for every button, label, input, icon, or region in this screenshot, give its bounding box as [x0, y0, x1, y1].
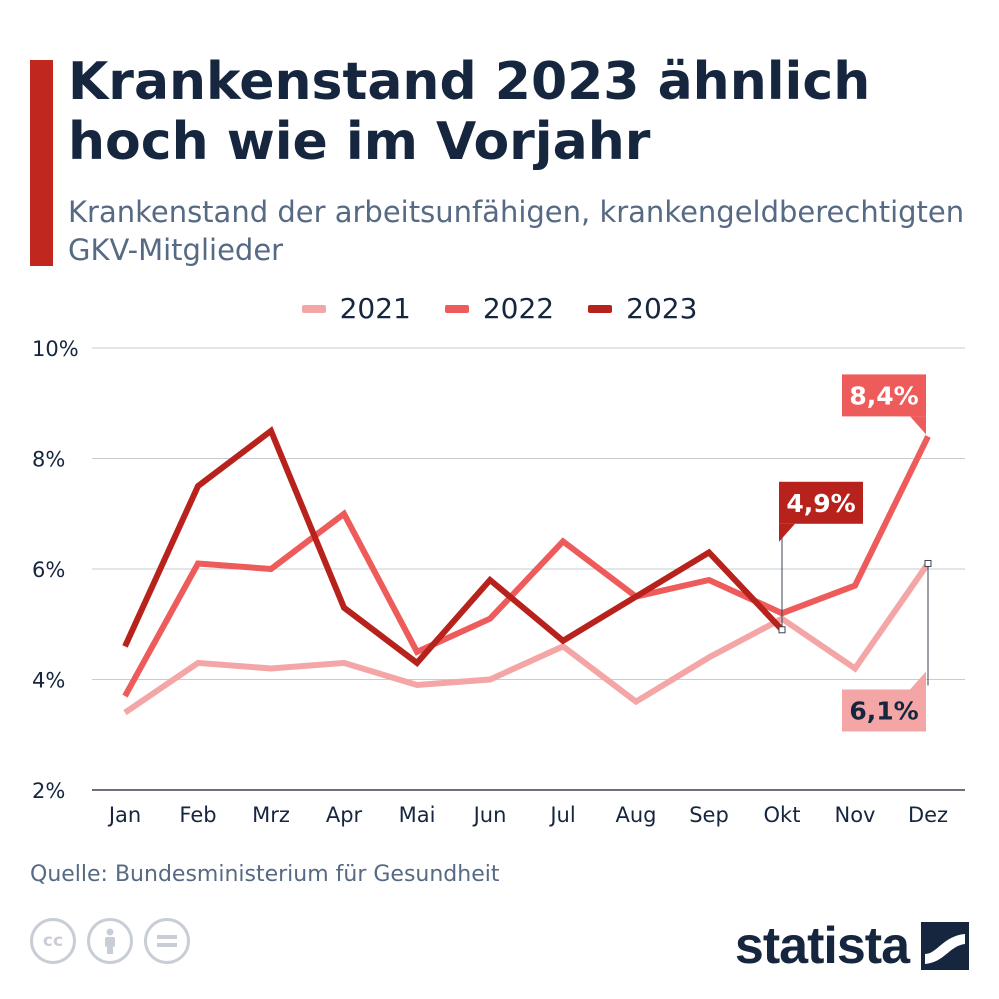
y-tick-label: 4% — [32, 669, 65, 693]
data-point-marker — [924, 559, 932, 567]
x-tick-label: Mrz — [252, 803, 290, 827]
legend-label-2021: 2021 — [339, 292, 411, 325]
x-tick-label: Mai — [399, 803, 436, 827]
x-tick-label: Jul — [548, 803, 575, 827]
x-tick-label: Jan — [107, 803, 141, 827]
legend-label-2022: 2022 — [482, 292, 555, 325]
legend-item-2021: 2021 — [301, 292, 411, 325]
person-icon — [87, 918, 133, 964]
person-glyph — [105, 928, 115, 954]
legend-item-2022: 2022 — [444, 292, 555, 325]
chart-subtitle: Krankenstand der arbeitsunfähigen, krank… — [68, 195, 965, 267]
y-tick-label: 6% — [32, 558, 65, 582]
chart-title: Krankenstand 2023 ähnlich hoch wie im Vo… — [68, 52, 871, 172]
equals-glyph — [157, 935, 177, 947]
accent-bar — [30, 60, 53, 266]
data-label: 8,4% — [849, 381, 918, 410]
y-tick-label: 8% — [32, 448, 65, 472]
data-point-marker — [778, 626, 786, 634]
x-tick-label: Feb — [179, 803, 216, 827]
data-label-tail — [910, 416, 926, 435]
legend-label-2023: 2023 — [626, 292, 698, 325]
legend-item-2023: 2023 — [588, 292, 697, 325]
statista-mark-icon — [921, 922, 969, 970]
data-label-tail — [779, 523, 795, 542]
x-tick-label: Apr — [326, 803, 363, 827]
data-label: 4,9% — [786, 489, 855, 518]
data-label-box — [779, 481, 863, 524]
data-label-box — [842, 689, 926, 732]
data-label-tail — [910, 671, 926, 690]
x-tick-label: Nov — [835, 803, 876, 827]
x-tick-label: Aug — [615, 803, 656, 827]
statista-logo[interactable]: statista — [735, 916, 969, 976]
y-tick-label: 2% — [32, 779, 65, 803]
series-line-2023 — [122, 426, 785, 667]
legend: 2021 2022 2023 — [0, 292, 999, 325]
equals-icon — [144, 918, 190, 964]
legend-swatch-2023 — [588, 304, 613, 313]
x-tick-label: Sep — [689, 803, 729, 827]
x-tick-label: Dez — [908, 803, 948, 827]
legend-swatch-2022 — [444, 304, 469, 313]
x-tick-label: Okt — [764, 803, 801, 827]
series-line-2021 — [123, 561, 931, 716]
x-tick-label: Jun — [472, 803, 507, 827]
source-note: Quelle: Bundesministerium für Gesundheit — [30, 862, 500, 887]
series-line-2022 — [122, 435, 931, 698]
y-tick-label: 10% — [32, 337, 79, 361]
data-label-box — [842, 374, 926, 417]
data-label: 6,1% — [849, 696, 918, 725]
logo-text: statista — [734, 917, 910, 975]
cc-icon: cc — [30, 918, 76, 964]
legend-swatch-2021 — [301, 304, 326, 313]
license-icons: cc — [30, 918, 190, 964]
